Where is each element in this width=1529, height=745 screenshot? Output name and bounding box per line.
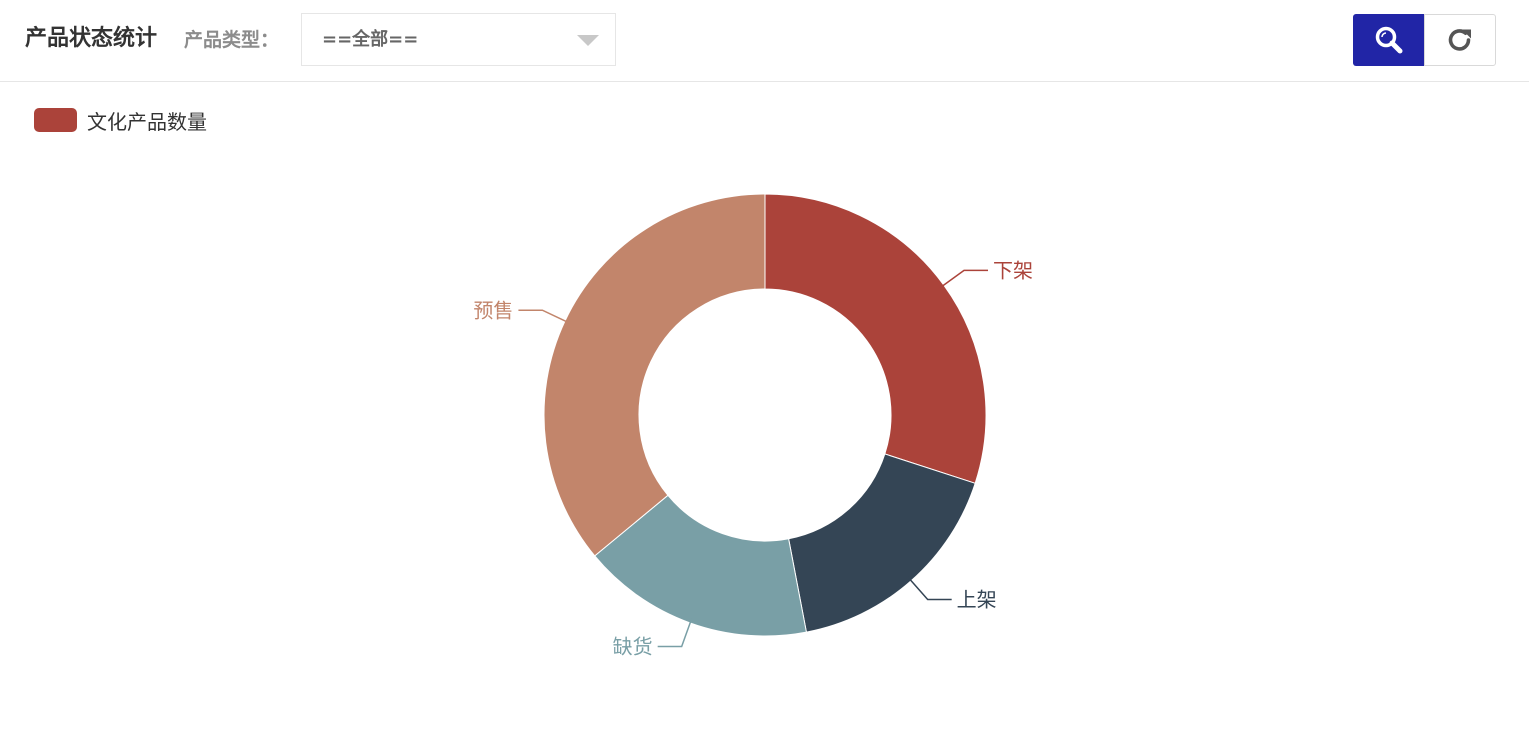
chart-legend[interactable]: 文化产品数量 [34, 106, 207, 134]
chevron-down-icon [577, 35, 599, 46]
legend-label: 文化产品数量 [87, 109, 207, 134]
slice-label-2: 缺货 [613, 634, 653, 658]
product-type-select-value: ==全部== [322, 29, 419, 50]
search-icon [1375, 26, 1403, 54]
refresh-icon [1448, 29, 1471, 51]
page-title: 产品状态统计 [25, 26, 158, 51]
slice-label-1: 上架 [957, 588, 997, 612]
donut-slice-1[interactable] [788, 453, 976, 633]
label-line-0 [939, 269, 989, 289]
refresh-button[interactable] [1424, 14, 1496, 66]
product-type-label: 产品类型： [184, 29, 280, 51]
label-line-1 [907, 576, 952, 601]
search-button[interactable] [1353, 14, 1425, 66]
legend-swatch [34, 108, 77, 132]
donut-slice-2[interactable] [594, 494, 807, 637]
donut-slice-3[interactable] [543, 193, 766, 557]
slice-label-3: 预售 [473, 298, 513, 322]
label-line-2 [657, 617, 693, 648]
label-line-3 [518, 309, 570, 324]
toolbar: 产品状态统计 产品类型： ==全部== [0, 0, 1529, 82]
product-type-select[interactable]: ==全部== [301, 13, 616, 66]
donut-slice-0[interactable] [764, 193, 987, 484]
slice-label-0: 下架 [993, 258, 1033, 282]
